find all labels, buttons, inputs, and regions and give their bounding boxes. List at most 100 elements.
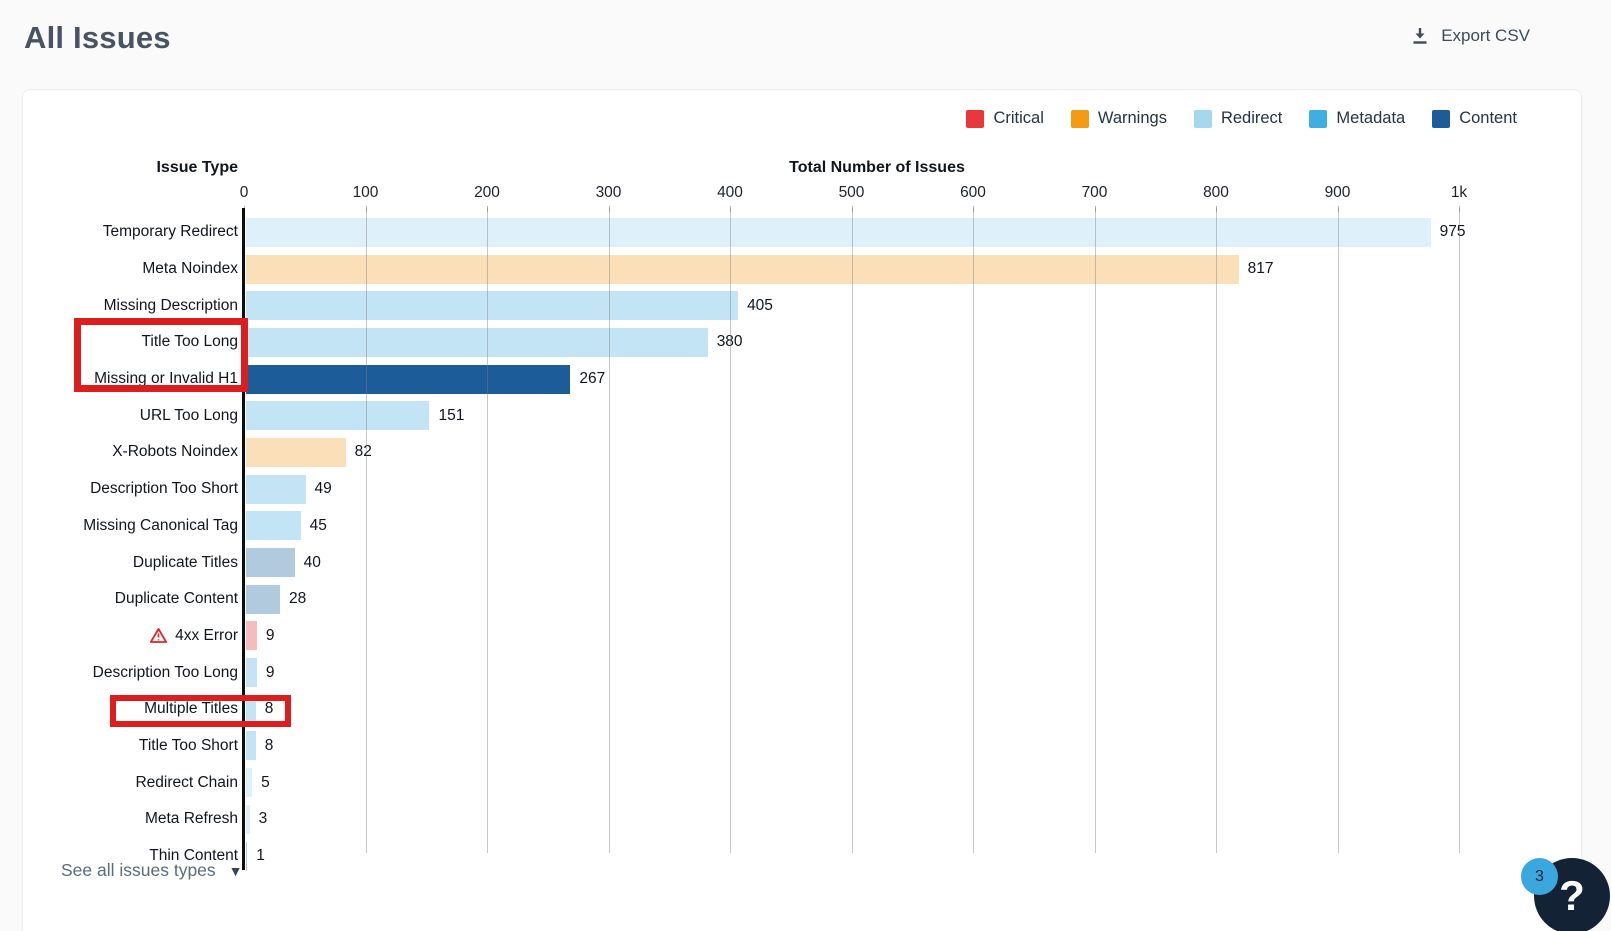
bar[interactable] xyxy=(246,254,1239,284)
x-axis-tick-label: 200 xyxy=(474,184,500,201)
x-axis-tick-mark xyxy=(1094,206,1096,212)
bar[interactable] xyxy=(246,327,708,357)
chevron-down-icon: ▼ xyxy=(228,862,243,879)
issue-type-label[interactable]: Missing Description xyxy=(23,297,238,315)
annotation-box-multiple-titles xyxy=(110,695,291,727)
legend-swatch xyxy=(1070,109,1089,128)
x-axis-tick-label: 800 xyxy=(1203,184,1229,201)
bar[interactable] xyxy=(246,694,256,724)
issue-type-label[interactable]: Missing or Invalid H1 xyxy=(23,370,238,388)
bar-value: 151 xyxy=(438,406,465,424)
bar[interactable] xyxy=(246,401,430,431)
issue-type-label[interactable]: Title Too Short xyxy=(23,737,238,755)
bar[interactable] xyxy=(246,768,253,798)
issue-type-label-text: Title Too Long xyxy=(141,333,238,351)
bar-value: 8 xyxy=(264,736,274,754)
warning-triangle-icon xyxy=(149,627,168,644)
legend-label: Metadata xyxy=(1336,109,1406,127)
issue-type-label[interactable]: 4xx Error xyxy=(23,627,238,645)
x-axis-tick-mark xyxy=(365,206,367,212)
x-axis-tick-label: 500 xyxy=(838,184,865,201)
annotation-box-title-h1 xyxy=(74,318,248,392)
x-axis-tick-label: 600 xyxy=(960,184,986,201)
issue-type-label[interactable]: Temporary Redirect xyxy=(23,223,238,241)
x-axis-tick-mark xyxy=(1459,206,1460,212)
help-notification-badge[interactable]: 3 xyxy=(1521,858,1558,895)
chart-bar-row: Temporary Redirect 975 xyxy=(23,214,1581,251)
export-csv-button[interactable]: Export CSV xyxy=(1410,26,1530,46)
x-axis-tick-mark xyxy=(608,206,610,212)
issue-type-label[interactable]: Redirect Chain xyxy=(23,774,238,792)
legend-item-warnings[interactable]: Warnings xyxy=(1070,109,1167,128)
gridline xyxy=(1216,208,1217,853)
bar[interactable] xyxy=(246,658,257,688)
chart-bar-row: Meta Noindex 817 xyxy=(23,251,1581,288)
bar-value: 8 xyxy=(264,700,274,718)
legend-item-redirect[interactable]: Redirect xyxy=(1193,109,1283,128)
bar[interactable] xyxy=(246,731,256,761)
bar[interactable] xyxy=(246,474,306,504)
legend-item-critical[interactable]: Critical xyxy=(966,109,1044,128)
issue-type-label-text: Duplicate Content xyxy=(114,590,238,608)
issue-type-label-text: Missing Description xyxy=(103,296,238,314)
see-all-issues-link[interactable]: See all issues types ▼ xyxy=(61,860,243,881)
x-axis-tick-mark xyxy=(730,206,731,212)
issue-type-label[interactable]: Meta Noindex xyxy=(23,260,238,278)
issue-type-label[interactable]: Duplicate Content xyxy=(23,590,238,608)
issue-type-label[interactable]: Multiple Titles xyxy=(23,700,238,718)
legend-label: Redirect xyxy=(1220,109,1283,127)
bar[interactable] xyxy=(246,841,248,871)
issue-type-label[interactable]: Thin Content xyxy=(23,847,238,865)
gridline xyxy=(1459,208,1460,853)
gridline xyxy=(730,208,731,853)
issue-type-label[interactable]: Meta Refresh xyxy=(23,810,238,828)
x-axis-tick-mark xyxy=(1337,206,1339,212)
question-mark-icon: ? xyxy=(1559,872,1585,919)
bar[interactable] xyxy=(246,804,250,834)
issue-type-label[interactable]: Duplicate Titles xyxy=(23,554,238,572)
total-issues-axis-title: Total Number of Issues xyxy=(789,159,965,176)
legend-item-content[interactable]: Content xyxy=(1432,109,1517,128)
x-axis-tick-mark xyxy=(487,206,488,212)
issue-type-label[interactable]: Description Too Short xyxy=(23,480,238,498)
bar-value: 3 xyxy=(258,810,268,828)
issue-type-label[interactable]: Description Too Long xyxy=(23,664,238,682)
bar[interactable] xyxy=(246,621,257,651)
chart-bar-row: Description Too Short 49 xyxy=(23,471,1581,508)
issue-type-label-text: Title Too Short xyxy=(138,736,238,754)
bar[interactable] xyxy=(246,364,571,394)
chart-bar-row: Title Too Short 8 xyxy=(23,728,1581,765)
chart-bar-row: Redirect Chain 5 xyxy=(23,764,1581,801)
issue-type-label-text: 4xx Error xyxy=(175,626,238,644)
issue-type-label[interactable]: Title Too Long xyxy=(23,333,238,351)
bar[interactable] xyxy=(246,511,301,541)
download-icon xyxy=(1410,26,1430,46)
issue-type-label-text: Meta Noindex xyxy=(142,260,238,278)
legend-label: Warnings xyxy=(1097,109,1167,127)
chart-bar-row: Title Too Long 380 xyxy=(23,324,1581,361)
issue-type-label-text: Description Too Short xyxy=(90,480,238,498)
issue-type-label[interactable]: X-Robots Noindex xyxy=(23,443,238,461)
bar[interactable] xyxy=(246,584,281,614)
gridline xyxy=(1337,208,1339,853)
x-axis-tick-label: 1k xyxy=(1450,184,1468,201)
issue-type-label-text: Duplicate Titles xyxy=(132,553,238,571)
legend-swatch xyxy=(1309,109,1328,128)
chart-bar-row: URL Too Long 151 xyxy=(23,397,1581,434)
bar[interactable] xyxy=(246,217,1431,247)
bar[interactable] xyxy=(246,291,739,321)
bar-value: 380 xyxy=(716,333,743,351)
bar[interactable] xyxy=(246,548,295,578)
issue-type-label-text: URL Too Long xyxy=(139,406,238,424)
x-axis-tick-mark xyxy=(851,206,853,212)
issue-type-label-text: Redirect Chain xyxy=(135,773,238,791)
legend-item-metadata[interactable]: Metadata xyxy=(1309,109,1405,128)
issue-type-label-text: Description Too Long xyxy=(92,663,238,681)
issue-type-label[interactable]: URL Too Long xyxy=(23,407,238,425)
bar-value: 5 xyxy=(261,773,270,791)
legend-label: Critical xyxy=(993,109,1044,127)
issue-type-label[interactable]: Missing Canonical Tag xyxy=(23,517,238,535)
bar[interactable] xyxy=(246,437,346,467)
x-axis: 0 100 200 300 400 500 600 700 800 900 1k xyxy=(23,184,1581,212)
chart-bar-row: Thin Content 1 xyxy=(23,838,1581,875)
